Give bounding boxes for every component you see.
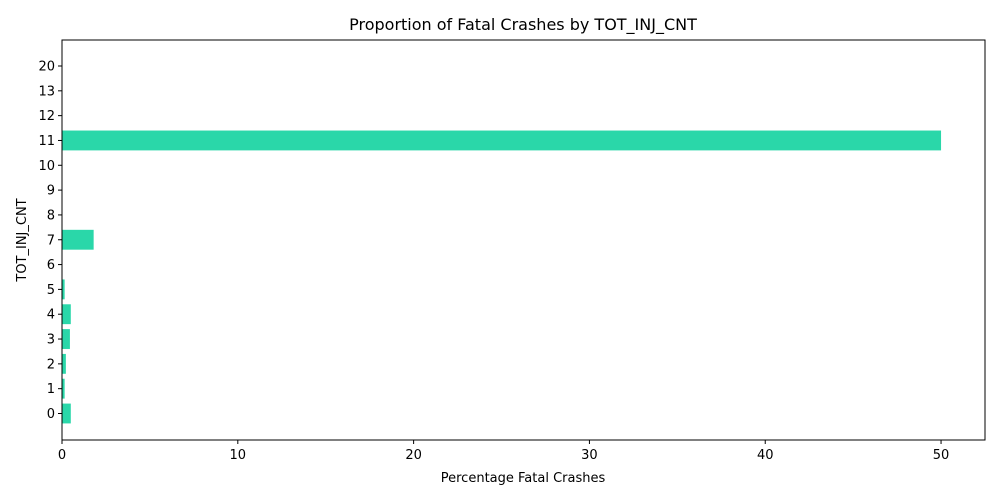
y-tick-label: 11 <box>38 134 55 149</box>
y-tick-label: 4 <box>47 308 55 323</box>
bars-group <box>62 130 942 424</box>
y-tick-label: 10 <box>38 159 55 174</box>
y-tick-label: 20 <box>38 60 55 75</box>
x-axis-label: Percentage Fatal Crashes <box>441 471 606 486</box>
y-tick-label: 13 <box>38 84 55 99</box>
x-tick-label: 50 <box>933 448 950 463</box>
chart-title: Proportion of Fatal Crashes by TOT_INJ_C… <box>349 15 697 35</box>
bar-3 <box>62 329 70 349</box>
y-tick-label: 3 <box>47 333 55 348</box>
bar-0 <box>62 403 71 424</box>
y-tick-label: 0 <box>47 407 55 422</box>
bar-5 <box>62 279 65 300</box>
y-tick-label: 7 <box>47 233 55 248</box>
bar-1 <box>62 378 65 399</box>
y-tick-label: 6 <box>47 258 55 273</box>
x-axis-ticks: 0 10 20 30 40 50 <box>58 440 949 463</box>
x-tick-label: 0 <box>58 448 66 463</box>
x-tick-label: 20 <box>405 448 422 463</box>
plot-frame <box>61 39 986 441</box>
bar-11 <box>62 130 942 151</box>
y-axis-label: TOT_INJ_CNT <box>15 198 30 282</box>
bar-4 <box>62 304 71 325</box>
bar-7 <box>62 229 94 250</box>
y-tick-label: 5 <box>47 283 55 298</box>
y-tick-label: 12 <box>38 109 55 124</box>
x-tick-label: 40 <box>757 448 774 463</box>
x-tick-label: 30 <box>581 448 598 463</box>
y-tick-label: 8 <box>47 208 55 223</box>
x-tick-label: 10 <box>230 448 247 463</box>
y-tick-label: 1 <box>47 382 55 397</box>
bar-2 <box>62 353 66 374</box>
y-tick-label: 9 <box>47 184 55 199</box>
y-tick-label: 2 <box>47 357 55 372</box>
